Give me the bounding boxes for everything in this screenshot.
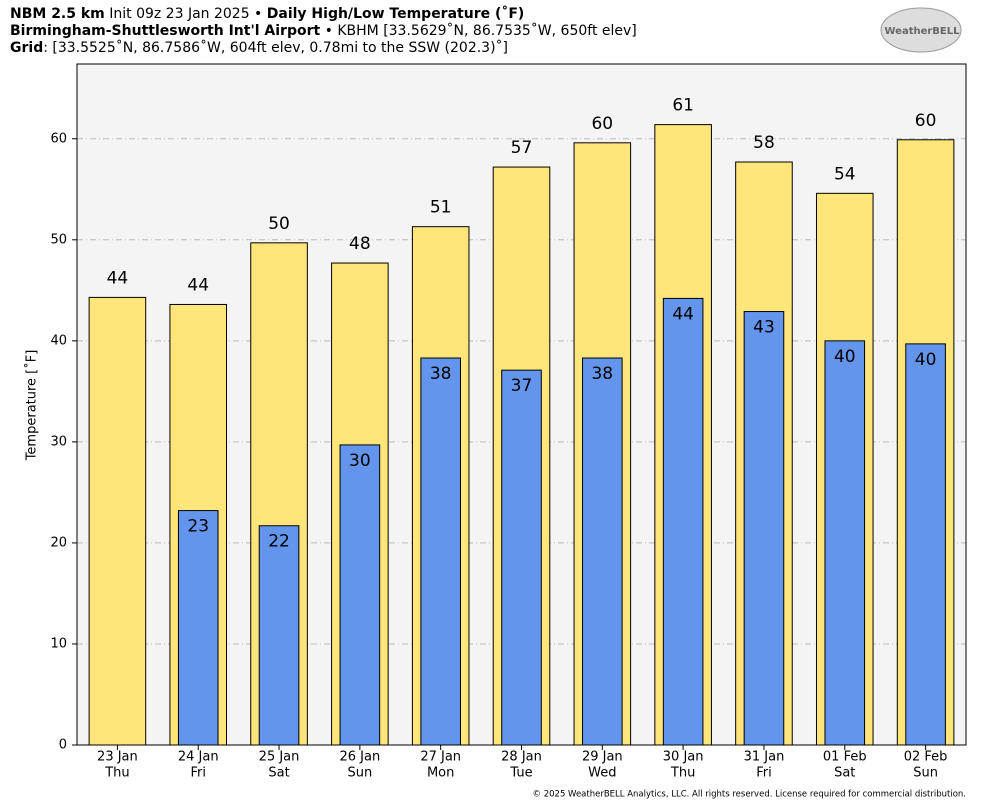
low-bar: [905, 343, 946, 746]
low-bar: [824, 340, 866, 746]
x-tick-label: Thu: [670, 766, 695, 781]
y-tick-label: 10: [50, 636, 67, 651]
data-label: 23: [187, 517, 209, 537]
x-tick-label: 30 Jan: [663, 750, 704, 765]
footer: © 2025 WeatherBELL Analytics, LLC. All r…: [533, 790, 966, 800]
header-segment: NBM 2.5 km: [10, 6, 105, 22]
data-label: 40: [915, 350, 937, 370]
x-tick-label: 25 Jan: [259, 750, 300, 765]
x-tick-label: Fri: [756, 766, 772, 781]
y-tick-label: 0: [59, 738, 67, 753]
x-tick-label: 26 Jan: [340, 750, 381, 765]
x-tick-label: Sat: [268, 766, 289, 781]
header-segment: Daily High/Low Temperature (˚F): [267, 5, 525, 22]
x-tick-label: Fri: [190, 766, 206, 781]
x-tick-label: 29 Jan: [582, 750, 623, 765]
y-axis-label: Temperature [˚F]: [24, 350, 40, 462]
low-bar: [743, 311, 785, 746]
y-tick-label: 20: [50, 535, 67, 550]
x-tick-label: Sat: [834, 766, 855, 781]
data-label: 57: [511, 138, 533, 158]
x-tick-label: 28 Jan: [501, 750, 542, 765]
x-tick-label: Mon: [427, 766, 454, 781]
data-label: 22: [268, 532, 290, 552]
y-tick-label: 50: [50, 232, 67, 247]
data-label: 43: [753, 318, 775, 338]
data-label: 50: [268, 214, 290, 234]
x-tick-label: 31 Jan: [744, 750, 785, 765]
data-label: 60: [591, 114, 613, 134]
x-tick-label: Sun: [913, 766, 938, 781]
header-line: Grid: [33.5525˚N, 86.7586˚W, 604ft elev,…: [10, 39, 508, 56]
x-tick-label: Tue: [509, 766, 532, 781]
x-tick-label: Wed: [588, 766, 616, 781]
header-segment: Init 09z 23 Jan 2025 •: [105, 6, 267, 22]
logo-mark: [880, 7, 962, 53]
data-label: 30: [349, 451, 371, 471]
plot-frame: [76, 63, 967, 746]
data-label: 44: [107, 268, 129, 288]
header-segment: • KBHM [33.5629˚N, 86.7535˚W, 650ft elev…: [320, 22, 637, 39]
y-tick-label: 60: [50, 131, 67, 146]
x-tick-label: 27 Jan: [420, 750, 461, 765]
low-bar: [339, 444, 381, 746]
data-label: 51: [430, 198, 452, 218]
data-label: 44: [187, 275, 209, 295]
header-segment: : [33.5525˚N, 86.7586˚W, 604ft elev, 0.7…: [43, 39, 508, 56]
data-label: 58: [753, 133, 775, 153]
low-bar: [420, 357, 461, 746]
data-label: 38: [430, 364, 452, 384]
data-label: 38: [591, 364, 613, 384]
low-bar: [662, 297, 704, 746]
data-label: 40: [834, 347, 856, 367]
x-tick-label: 24 Jan: [178, 750, 219, 765]
low-bar: [177, 510, 219, 746]
x-tick-label: 02 Feb: [904, 750, 948, 765]
logo: WeatherBELL: [884, 26, 960, 37]
data-label: 54: [834, 164, 856, 184]
low-bar: [258, 525, 300, 746]
x-tick-label: 01 Feb: [823, 750, 867, 765]
header-line: NBM 2.5 km Init 09z 23 Jan 2025 • Daily …: [10, 5, 524, 22]
header-line: Birmingham-Shuttlesworth Int'l Airport •…: [10, 22, 637, 39]
low-bar: [582, 357, 623, 746]
data-label: 61: [672, 96, 694, 116]
data-label: 48: [349, 234, 371, 254]
x-tick-label: Sun: [347, 766, 372, 781]
data-label: 60: [915, 111, 937, 131]
high-bar: [88, 296, 147, 746]
data-label: 44: [672, 304, 694, 324]
x-tick-label: Thu: [104, 766, 129, 781]
y-tick-label: 40: [50, 333, 67, 348]
low-bar: [501, 369, 542, 746]
y-tick-label: 30: [50, 434, 67, 449]
x-tick-label: 23 Jan: [97, 750, 138, 765]
header-segment: Birmingham-Shuttlesworth Int'l Airport: [10, 23, 320, 39]
header-segment: Grid: [10, 40, 43, 56]
data-label: 37: [511, 376, 533, 396]
